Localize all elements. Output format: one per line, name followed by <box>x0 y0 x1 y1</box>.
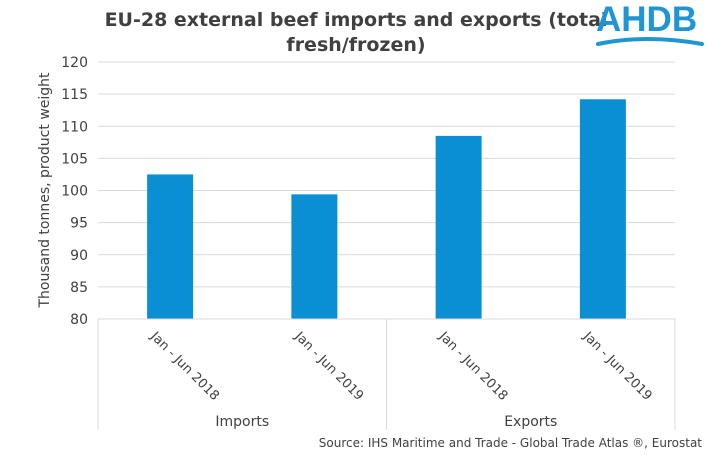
bar-exports-1 <box>435 135 482 319</box>
bar-imports-2 <box>291 194 338 319</box>
bars <box>147 99 626 319</box>
y-axis-label: Thousand tonnes, product weight <box>37 72 53 309</box>
y-tick-label: 85 <box>70 280 88 296</box>
logo-swoosh-icon <box>596 37 704 46</box>
group-label-imports: Imports <box>215 414 269 430</box>
x-tick-label: Jan - Jun 2019 <box>291 329 366 404</box>
logo-text: AHDB <box>596 0 698 39</box>
source-note: Source: IHS Maritime and Trade - Global … <box>318 436 702 450</box>
grid-lines <box>98 61 675 320</box>
x-tick-label: Jan - Jun 2018 <box>147 329 222 404</box>
y-tick-label: 110 <box>61 119 88 135</box>
y-tick-label: 105 <box>61 151 88 167</box>
bar-exports-2 <box>579 99 626 319</box>
y-tick-label: 115 <box>61 87 88 103</box>
chart-title-line-2: fresh/frozen) <box>286 34 426 56</box>
group-label-exports: Exports <box>504 414 557 430</box>
y-tick-label: 90 <box>70 248 88 264</box>
bar-imports-1 <box>147 174 194 319</box>
chart-title-line-1: EU-28 external beef imports and exports … <box>104 9 608 31</box>
x-tick-label: Jan - Jun 2019 <box>579 329 654 404</box>
y-tick-label: 120 <box>61 55 88 71</box>
ahdb-logo: AHDB <box>596 0 704 52</box>
x-tick-label: Jan - Jun 2018 <box>435 329 510 404</box>
y-tick-label: 95 <box>70 216 88 232</box>
y-tick-label: 100 <box>61 184 88 200</box>
y-tick-label: 80 <box>70 312 88 328</box>
